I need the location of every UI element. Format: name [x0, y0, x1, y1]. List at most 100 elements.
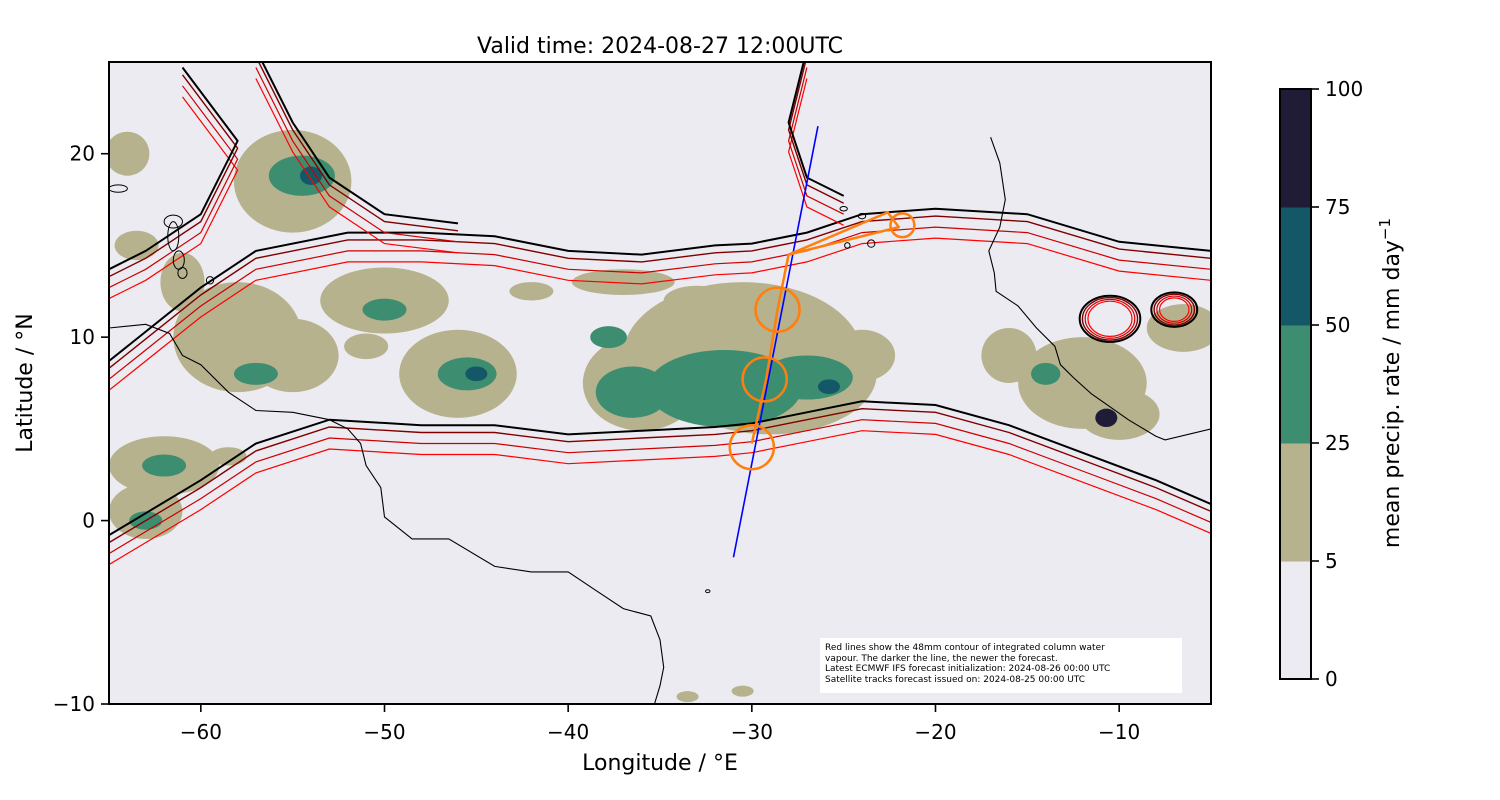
island — [167, 221, 180, 252]
flight-circle — [889, 212, 916, 239]
precip-cell — [817, 379, 840, 395]
x-axis-label: Longitude / °E — [582, 751, 738, 776]
precip-cell — [676, 691, 699, 703]
precip-cell — [109, 131, 150, 176]
coastline-layer — [109, 137, 1211, 704]
island — [867, 239, 876, 248]
iwv-contour-line — [109, 237, 1211, 391]
iwv-contour-line — [109, 215, 1211, 369]
island — [705, 589, 711, 594]
island — [844, 242, 851, 249]
y-axis-label: Latitude / °N — [13, 313, 38, 452]
iwv-contour-line — [109, 66, 239, 271]
iwv-contour-loop — [1081, 296, 1139, 341]
precip-cell — [344, 333, 389, 360]
flight-track-line — [750, 211, 901, 444]
precip-cell — [1095, 408, 1118, 428]
iwv-contour-line — [257, 62, 459, 232]
iwv-contour-line — [109, 419, 1211, 555]
iwv-contour-line — [109, 430, 1211, 566]
flight-circle — [741, 356, 788, 403]
coastline-africa — [988, 137, 1211, 441]
colorbar-swatch — [1280, 207, 1311, 326]
iwv-contour-loop — [1087, 300, 1133, 338]
satellite-track-line — [732, 126, 819, 558]
y-tick-label: −10 — [53, 692, 95, 716]
coastline-south-america — [109, 323, 665, 704]
precip-cell — [210, 447, 247, 466]
map-layer — [109, 62, 1211, 704]
iwv-contour-line — [787, 67, 844, 215]
y-tick-label: 20 — [70, 142, 95, 166]
colorbar-swatch — [1280, 561, 1311, 680]
note-line: Red lines show the 48mm contour of integ… — [825, 643, 1105, 653]
iwv-contour-line — [255, 78, 459, 254]
colorbar-tick-label: 100 — [1325, 77, 1363, 101]
iwv-contour-line — [109, 74, 239, 278]
iwv-contour-line — [109, 407, 1211, 544]
colorbar-label-text: mean precip. rate / mm day — [1380, 240, 1405, 548]
x-tick-label: −10 — [1098, 720, 1140, 744]
precip-cell — [571, 269, 675, 295]
forecast-info-box: Red lines show the 48mm contour of integ… — [820, 638, 1182, 693]
flight-circle — [754, 286, 801, 333]
island — [177, 266, 188, 279]
y-axis: −10 0 10 20 — [53, 142, 109, 716]
precip-cell — [663, 285, 730, 316]
island — [163, 214, 183, 229]
iwv-contour-loop — [1153, 293, 1196, 326]
x-tick-label: −60 — [180, 720, 222, 744]
precip-cell — [590, 326, 627, 349]
iwv-contour-line — [109, 96, 239, 300]
precip-cell — [114, 230, 159, 261]
iwv-contour-loop — [1078, 294, 1142, 343]
precip-cell — [509, 282, 554, 301]
y-tick-label: 10 — [70, 325, 95, 349]
precip-cell — [362, 298, 407, 321]
track-layer — [728, 126, 916, 558]
iwv-contour-layer — [109, 62, 1211, 566]
precip-cell — [981, 327, 1037, 383]
note-line: Satellite tracks forecast issued on: 202… — [825, 674, 1086, 685]
colorbar-tick-label: 75 — [1325, 195, 1350, 219]
colorbar-label: mean precip. rate / mm day−1 — [1376, 218, 1405, 548]
colorbar-tick-label: 50 — [1325, 313, 1350, 337]
colorbar-tick-label: 5 — [1325, 549, 1338, 573]
precip-cell — [595, 366, 670, 418]
precip-cell — [160, 252, 205, 312]
x-tick-label: −30 — [731, 720, 773, 744]
iwv-contour-line — [255, 67, 459, 243]
island — [205, 276, 215, 285]
iwv-contour-line — [109, 400, 1211, 537]
x-tick-label: −40 — [547, 720, 589, 744]
iwv-contour-loop — [1158, 297, 1190, 322]
note-line: Latest ECMWF IFS forecast initialization… — [825, 664, 1111, 674]
island — [109, 184, 128, 193]
colorbar-label-sup: −1 — [1376, 218, 1394, 240]
precip-cell — [1146, 304, 1211, 352]
iwv-contour-loop — [1156, 295, 1193, 324]
x-tick-label: −20 — [914, 720, 956, 744]
precip-cell — [142, 454, 187, 477]
colorbar: 0 5 25 50 75 100 — [1279, 77, 1363, 691]
iwv-contour-line — [109, 207, 1211, 362]
iwv-contour-loop — [1150, 291, 1199, 328]
island — [857, 212, 867, 220]
y-tick-label: 0 — [82, 509, 95, 533]
iwv-contour-loop — [1084, 298, 1136, 339]
precip-cell — [465, 366, 488, 382]
x-tick-label: −50 — [363, 720, 405, 744]
colorbar-tick-label: 25 — [1325, 431, 1350, 455]
colorbar-tick-label: 0 — [1325, 667, 1338, 691]
iwv-contour-line — [109, 85, 239, 289]
precip-cell — [233, 362, 278, 385]
island — [839, 206, 848, 212]
precip-cell — [1031, 362, 1061, 385]
iwv-contour-line — [109, 226, 1211, 380]
iwv-contour-line — [787, 62, 845, 197]
map-frame — [108, 61, 1212, 705]
precip-cell — [1078, 388, 1160, 440]
colorbar-swatch — [1280, 443, 1311, 562]
precip-cell — [761, 355, 853, 400]
